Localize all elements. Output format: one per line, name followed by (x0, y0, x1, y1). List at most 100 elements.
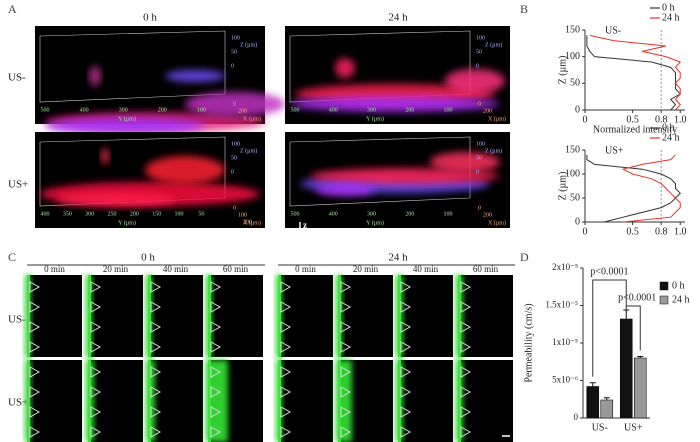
y-tick-label: 50 (570, 192, 580, 203)
z-tick-label: 100 (476, 141, 485, 147)
pillar (400, 321, 412, 333)
x-tick-label: 0.8 (655, 114, 668, 125)
pillar (150, 321, 162, 333)
pillar (400, 426, 412, 438)
y-tick-label: 50 (570, 78, 580, 89)
x-tick-label: 0.5 (626, 114, 639, 125)
y-tick-label: 50 (198, 211, 204, 217)
pillar (460, 386, 472, 398)
profile-line (586, 154, 681, 223)
signal (445, 69, 505, 93)
y-tick-label: 300 (367, 107, 376, 113)
pillar (29, 366, 41, 378)
y-tick-label: 150 (152, 211, 161, 217)
x-tick-label: 200 (243, 219, 252, 225)
z-axis-label: Z (µm) (485, 147, 502, 154)
pillar (340, 341, 352, 353)
pillar (280, 426, 292, 438)
y-tick-label: 300 (367, 211, 376, 217)
pillar (210, 426, 222, 438)
z-tick-label: 50 (231, 155, 237, 161)
y-tick-label: 100 (175, 211, 184, 217)
pillar (280, 281, 292, 293)
pillar (340, 406, 352, 418)
channel-wall (148, 275, 151, 357)
signal (45, 118, 205, 134)
y-tick-label: 300 (85, 211, 94, 217)
pillar (460, 321, 472, 333)
row-label: US+ (8, 179, 28, 191)
pillar (400, 386, 412, 398)
pillar (29, 281, 41, 293)
y-tick-label: 1.5x10⁻⁵ (545, 300, 578, 310)
pillar (280, 386, 292, 398)
y-tick-label: 0 (575, 216, 580, 227)
z-axis-label: Z (µm) (240, 41, 257, 48)
x-axis-label: Normalized intensity (593, 124, 677, 135)
pillar (280, 301, 292, 313)
legend-label: 24 h (672, 294, 690, 305)
x-axis-label: X (µm) (488, 219, 506, 226)
x-tick-label: 1.0 (674, 226, 687, 237)
group-header: 24 h (388, 252, 408, 264)
y-tick-label: 100 (444, 107, 453, 113)
channel-wall (148, 360, 151, 442)
pillar (400, 406, 412, 418)
pillar (340, 301, 352, 313)
pillar (90, 406, 102, 418)
x-tick-label: 100 (238, 212, 247, 218)
panel-label: A (8, 2, 17, 16)
z-tick-label: 100 (231, 35, 240, 41)
timepoint-label: 60 min (473, 264, 499, 274)
z-tick-label: 50 (476, 155, 482, 161)
axes (584, 30, 685, 111)
signal (310, 168, 500, 184)
pillar (150, 281, 162, 293)
z-tick-label: 50 (231, 49, 237, 55)
x-tick-label: 0.5 (626, 226, 639, 237)
group-header: 0 h (141, 252, 155, 264)
timepoint-label: 40 min (163, 264, 189, 274)
timepoint-label: 0 min (295, 264, 316, 274)
pillar (340, 321, 352, 333)
channel-wall (458, 275, 461, 357)
timepoint-label: 20 min (103, 264, 129, 274)
axis-icon-label: x (289, 247, 294, 257)
channel-wall (27, 275, 30, 357)
pillar (90, 321, 102, 333)
profile-line (586, 35, 682, 111)
pillar (400, 366, 412, 378)
x-tick-label: 0 (478, 101, 481, 107)
bar (600, 399, 614, 419)
pillar (460, 366, 472, 378)
panel-label: C (8, 250, 16, 264)
channel-wall (458, 360, 461, 442)
significance-bracket (625, 305, 641, 351)
y-tick-label: 5x10⁻⁶ (552, 375, 578, 385)
timepoint-label: 20 min (353, 264, 379, 274)
y-axis-label: Y (µm) (118, 115, 136, 122)
pillar (460, 281, 472, 293)
channel-wall (278, 360, 281, 442)
y-tick-label: 100 (444, 211, 453, 217)
pillar (150, 426, 162, 438)
row-label: US- (8, 314, 26, 326)
pillar (29, 406, 41, 418)
error-bar (603, 397, 610, 400)
pillar (460, 426, 472, 438)
pillar (150, 406, 162, 418)
pillar (210, 301, 222, 313)
x-tick-label: 200 (483, 212, 492, 218)
bar (586, 386, 600, 419)
channel-wall (208, 360, 211, 442)
pillar (90, 281, 102, 293)
z-tick-label: 0 (476, 169, 479, 175)
pillar (400, 281, 412, 293)
y-tick-label: 100 (197, 107, 206, 113)
legend-label: 24 h (662, 132, 680, 143)
row-label: US+ (8, 397, 28, 409)
pillar (280, 321, 292, 333)
x-tick-label: 0 (233, 205, 236, 211)
channel-wall (398, 275, 401, 357)
y-tick-label: 400 (41, 211, 50, 217)
